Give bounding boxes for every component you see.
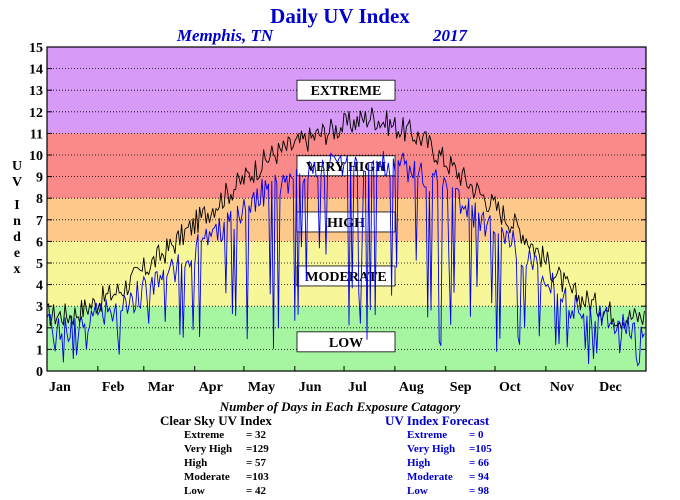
stat-value: = 98 — [469, 485, 490, 497]
y-tick-label: 5 — [36, 257, 43, 272]
stat-value: = 94 — [469, 471, 490, 483]
x-tick-label-sep: Sep — [450, 380, 472, 395]
stat-label: Low — [184, 485, 205, 497]
grid-lines — [47, 68, 646, 350]
stat-row: Extreme = 32 — [184, 428, 272, 442]
clear-sky-series-line — [46, 107, 645, 330]
y-tick-label: 3 — [36, 300, 43, 315]
stat-label: Moderate — [407, 471, 453, 483]
y-tick-label: 0 — [36, 365, 43, 380]
y-axis-label-letter: I — [14, 198, 19, 213]
y-tick-label: 14 — [29, 63, 43, 78]
x-tick-label-jun: Jun — [299, 380, 322, 395]
y-tick-label: 12 — [29, 106, 43, 121]
chart-subtitle-year: 2017 — [432, 26, 469, 45]
band-label-low: LOW — [329, 336, 363, 351]
x-tick-label-dec: Dec — [599, 380, 622, 395]
x-axis-ticks: Jan Feb Mar Apr May Jun Jul Aug Sep Oct Nov Dec — [46, 366, 622, 395]
y-axis-label-letter: U — [12, 159, 22, 174]
x-tick-label-nov: Nov — [550, 380, 574, 395]
stat-label: Moderate — [184, 471, 230, 483]
stat-row: High = 66 — [407, 456, 492, 470]
clear-sky-stats-title: Clear Sky UV Index — [160, 413, 272, 428]
forecast-series-line — [46, 151, 645, 367]
x-tick-label-feb: Feb — [102, 380, 125, 395]
stat-label: Extreme — [184, 429, 225, 441]
stat-value: =129 — [246, 443, 269, 455]
stat-value: = 32 — [246, 429, 267, 441]
stat-row: Moderate =103 — [184, 470, 272, 484]
stat-value: = 0 — [469, 429, 484, 441]
y-tick-label: 2 — [36, 322, 43, 337]
stat-value: =105 — [469, 443, 492, 455]
band-label-box-extreme — [296, 79, 396, 101]
y-tick-label: 13 — [29, 84, 43, 99]
stat-label: Very High — [407, 443, 456, 455]
y-axis-label-letter: n — [13, 214, 21, 229]
x-tick-label-may: May — [248, 380, 275, 395]
band-label-box-low — [296, 331, 396, 353]
stat-value: = 57 — [246, 457, 267, 469]
x-tick-label-jul: Jul — [348, 380, 367, 395]
y-axis-label-letter: V — [12, 175, 22, 190]
stat-label: High — [184, 457, 208, 469]
x-tick-label-oct: Oct — [499, 380, 521, 395]
y-axis-label-letter: d — [13, 230, 21, 245]
x-axis-label: Number of Days in Each Exposure Catagory — [219, 399, 461, 414]
stat-row: Very High =105 — [407, 442, 492, 456]
stat-row: Very High =129 — [184, 442, 272, 456]
y-axis-label-letter: x — [14, 262, 21, 277]
stat-label: Very High — [184, 443, 233, 455]
clear-sky-stats: Clear Sky UV Index Extreme = 32 Very High =… — [160, 413, 272, 498]
x-tick-label-apr: Apr — [199, 380, 223, 395]
stat-label: High — [407, 457, 431, 469]
stat-label: Low — [407, 485, 428, 497]
chart-subtitle-location: Memphis, TN — [176, 26, 274, 45]
forecast-stats-title: UV Index Forecast — [385, 413, 490, 428]
band-label-very-high: VERY HIGH — [306, 160, 386, 175]
stat-value: = 42 — [246, 485, 267, 497]
y-tick-label: 1 — [36, 343, 43, 358]
band-label-extreme: EXTREME — [311, 84, 382, 99]
stat-row: Low = 98 — [407, 484, 492, 498]
y-tick-label: 8 — [36, 192, 43, 207]
stat-value: = 66 — [469, 457, 490, 469]
stat-row: Low = 42 — [184, 484, 272, 498]
y-tick-label: 4 — [36, 279, 43, 294]
y-tick-label: 10 — [29, 149, 43, 164]
stat-label: Extreme — [407, 429, 448, 441]
stat-row: Moderate = 94 — [407, 470, 492, 484]
y-tick-label: 7 — [36, 214, 43, 229]
y-tick-label: 11 — [30, 127, 43, 142]
y-tick-label: 15 — [29, 41, 43, 56]
x-tick-label-jan: Jan — [49, 380, 71, 395]
band-label-high: HIGH — [327, 216, 365, 231]
y-axis-label-letter: e — [14, 246, 20, 261]
stat-row: Extreme = 0 — [407, 428, 492, 442]
y-tick-label: 6 — [36, 235, 43, 250]
forecast-stats: UV Index Forecast Extreme = 0 Very High =10… — [385, 413, 492, 498]
stat-value: =103 — [246, 471, 269, 483]
chart-title: Daily UV Index — [270, 4, 410, 28]
stat-row: High = 57 — [184, 456, 272, 470]
x-tick-label-mar: Mar — [148, 380, 174, 395]
plot-frame — [46, 46, 647, 372]
y-tick-label: 9 — [36, 171, 43, 186]
x-tick-label-aug: Aug — [399, 380, 424, 395]
